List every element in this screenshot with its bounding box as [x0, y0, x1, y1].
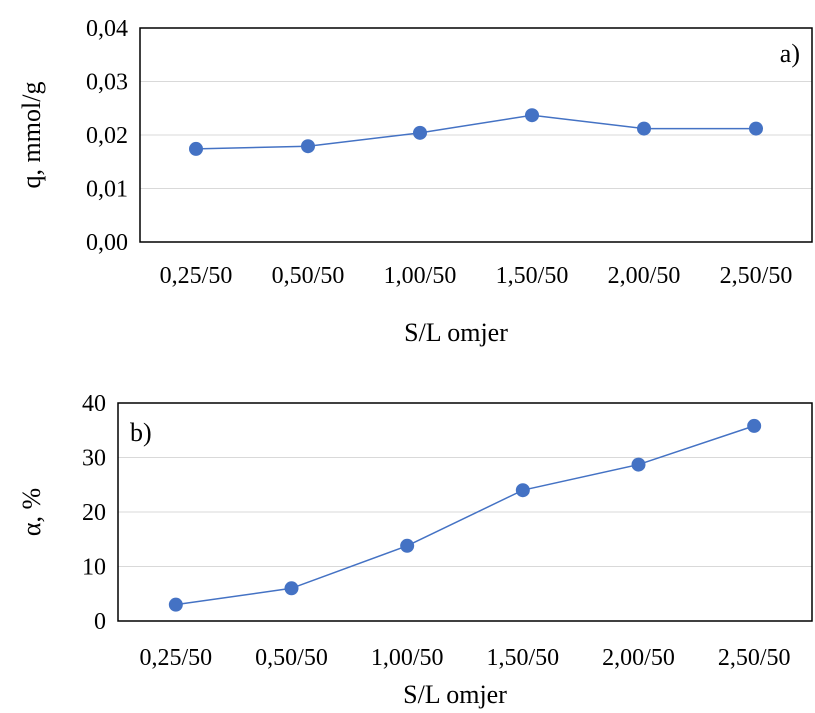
y-ticks-b: 0 10 20 30 40 [82, 391, 106, 635]
series-line-a [195, 114, 756, 150]
x-tick-label: 1,50/50 [496, 263, 569, 289]
data-point [168, 597, 183, 612]
y-tick-label: 0,01 [86, 177, 128, 203]
series-line-b [175, 425, 755, 606]
y-tick-label: 0,00 [86, 230, 128, 256]
x-tick-label: 2,50/50 [720, 263, 793, 289]
panel-label-b: b) [130, 418, 152, 447]
panel-label-a: a) [780, 39, 800, 68]
points-b [168, 418, 762, 612]
data-point [189, 141, 203, 156]
x-tick-label: 2,00/50 [602, 645, 675, 671]
data-point [515, 483, 530, 498]
x-tick-label: 1,00/50 [384, 263, 457, 289]
y-tick-label: 40 [82, 391, 106, 417]
plot-frame-b [117, 402, 813, 622]
chart-panel-a: 0,00 0,01 0,02 0,03 0,04 0,25/50 0,50/50 1,00/… [17, 16, 813, 347]
y-tick-label: 20 [82, 500, 106, 526]
x-axis-title-a: S/L omjer [404, 318, 508, 347]
data-point [284, 581, 299, 596]
x-tick-label: 2,00/50 [608, 263, 681, 289]
x-tick-label: 0,50/50 [272, 263, 345, 289]
y-tick-label: 0,03 [86, 70, 128, 96]
y-tick-label: 30 [82, 446, 106, 472]
data-point [400, 538, 415, 553]
x-tick-label: 0,25/50 [139, 645, 212, 671]
y-tick-label: 10 [82, 555, 106, 581]
data-point [637, 121, 651, 136]
x-tick-label: 0,50/50 [255, 645, 328, 671]
data-point [747, 418, 762, 433]
x-tick-label: 1,00/50 [371, 645, 444, 671]
data-point [301, 139, 315, 154]
x-axis-title-b: S/L omjer [403, 680, 507, 709]
y-tick-label: 0,04 [86, 16, 128, 42]
data-point [749, 121, 763, 136]
x-tick-label: 2,50/50 [718, 645, 791, 671]
chart-panel-b: 0 10 20 30 40 0,25/50 0,50/50 1,00/50 1,50/50 2,… [17, 391, 813, 709]
x-ticks-b: 0,25/50 0,50/50 1,00/50 1,50/50 2,00/50 2,50/… [139, 645, 790, 671]
data-point [631, 457, 646, 472]
y-tick-label: 0,02 [86, 123, 128, 149]
grid-b [118, 457, 812, 567]
points-a [189, 108, 763, 156]
y-axis-title-b: α, % [17, 488, 46, 536]
y-tick-label: 0 [94, 609, 106, 635]
x-tick-label: 1,50/50 [486, 645, 559, 671]
x-tick-label: 0,25/50 [160, 263, 233, 289]
x-ticks-a: 0,25/50 0,50/50 1,00/50 1,50/50 2,00/50 2,50/… [160, 263, 793, 289]
y-axis-title-a: q, mmol/g [17, 82, 46, 189]
data-point [413, 125, 427, 140]
data-point [525, 108, 539, 123]
y-ticks-a: 0,00 0,01 0,02 0,03 0,04 [86, 16, 128, 256]
grid-a [140, 81, 812, 189]
plot-frame-a [139, 27, 813, 243]
